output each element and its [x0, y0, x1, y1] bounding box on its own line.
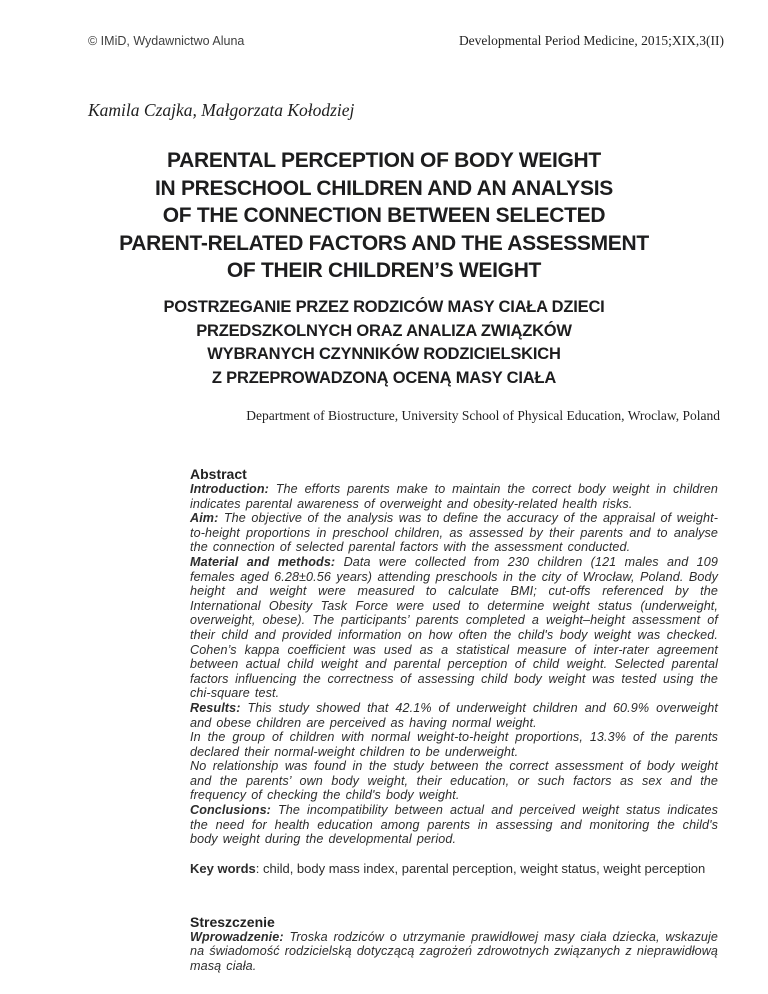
paragraph-text: The efforts parents make to maintain the…: [190, 482, 718, 511]
section-gap: [190, 876, 718, 914]
streszczenie-heading: Streszczenie: [190, 913, 275, 930]
abstract-paragraph-results: Results: This study showed that 42.1% of…: [190, 701, 718, 730]
abstract-paragraph-conclusions: Conclusions: The incompatibility between…: [190, 803, 718, 847]
paragraph-text: This study showed that 42.1% of underwei…: [190, 700, 718, 730]
keywords-text: : child, body mass index, parental perce…: [255, 860, 706, 876]
affiliation-line: Department of Biostructure, University S…: [246, 408, 720, 423]
paragraph-label: Conclusions:: [190, 803, 271, 818]
title-english-line: OF THE CONNECTION BETWEEN SELECTED: [162, 204, 606, 227]
title-polish-line: WYBRANYCH CZYNNIKÓW RODZICIELSKICH: [207, 345, 561, 363]
abstract-paragraph-material-methods: Material and methods: Data were collecte…: [190, 555, 718, 701]
abstract-paragraph-introduction: Introduction: The efforts parents make t…: [190, 482, 718, 511]
authors-line: Kamila Czajka, Małgorzata Kołodziej: [88, 100, 355, 120]
abstract-paragraph-results-3: No relationship was found in the study b…: [190, 759, 718, 803]
paragraph-text: No relationship was found in the study b…: [190, 759, 718, 803]
title-english: PARENTAL PERCEPTION OF BODY WEIGHT IN PR…: [30, 147, 738, 285]
title-english-line: PARENTAL PERCEPTION OF BODY WEIGHT: [167, 149, 601, 172]
keywords-line: Key words: child, body mass index, paren…: [190, 861, 718, 876]
paragraph-text: The objective of the analysis was to def…: [190, 511, 718, 555]
copyright-text: © IMiD, Wydawnictwo Aluna: [88, 34, 245, 48]
paragraph-label: Aim:: [190, 511, 219, 526]
title-english-line: OF THEIR CHILDREN’S WEIGHT: [226, 259, 542, 282]
title-english-line: PARENT-RELATED FACTORS AND THE ASSESSMEN…: [119, 231, 649, 255]
abstract-section: Abstract Introduction: The efforts paren…: [190, 466, 718, 974]
paragraph-text: Data were collected from 230 children (1…: [190, 554, 718, 701]
paragraph-label: Material and methods:: [190, 554, 336, 569]
paragraph-label: Results:: [190, 700, 241, 715]
title-polish: POSTRZEGANIE PRZEZ RODZICÓW MASY CIAŁA D…: [30, 296, 738, 390]
title-polish-line: Z PRZEPROWADZONĄ OCENĄ MASY CIAŁA: [211, 368, 557, 387]
keywords-label: Key words: [190, 860, 256, 876]
paragraph-label: Introduction:: [190, 482, 269, 496]
abstract-paragraph-results-2: In the group of children with normal wei…: [190, 730, 718, 759]
title-polish-line: PRZEDSZKOLNYCH ORAZ ANALIZA ZWIĄZKÓW: [196, 321, 572, 340]
page-header: © IMiD, Wydawnictwo Aluna Developmental …: [88, 33, 724, 49]
paragraph-text: Troska rodziców o utrzymanie prawidłowej…: [190, 929, 719, 974]
title-polish-line: POSTRZEGANIE PRZEZ RODZICÓW MASY CIAŁA D…: [163, 298, 605, 316]
streszczenie-paragraph-wprowadzenie: Wprowadzenie: Troska rodziców o utrzyman…: [190, 930, 718, 974]
abstract-heading: Abstract: [190, 466, 247, 482]
paragraph-text: The incompatibility between actual and p…: [190, 803, 718, 847]
journal-citation: Developmental Period Medicine, 2015;XIX,…: [458, 33, 724, 48]
paragraph-text: In the group of children with normal wei…: [190, 730, 718, 759]
paragraph-label: Wprowadzenie:: [190, 929, 284, 944]
title-english-line: IN PRESCHOOL CHILDREN AND AN ANALYSIS: [155, 176, 613, 200]
abstract-paragraph-aim: Aim: The objective of the analysis was t…: [190, 511, 718, 555]
